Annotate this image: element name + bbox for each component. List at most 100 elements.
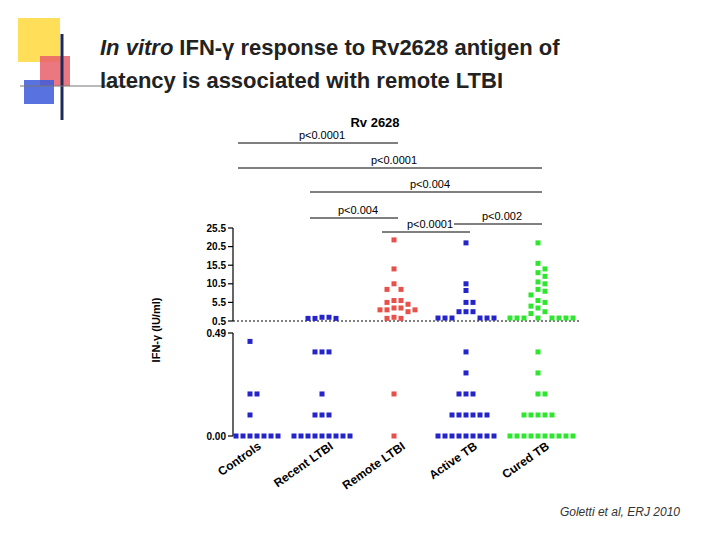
data-point: [406, 302, 411, 307]
data-point: [320, 349, 325, 354]
comparison-bracket: [454, 224, 542, 225]
data-point: [392, 305, 397, 310]
data-point: [392, 237, 397, 242]
data-point: [385, 300, 390, 305]
data-point: [313, 349, 318, 354]
data-point: [392, 391, 397, 396]
y-tick: [228, 302, 233, 303]
data-point: [485, 434, 490, 439]
data-point: [464, 281, 469, 286]
data-point: [313, 412, 318, 417]
slide: In vitroIFN-γ response to Rv2628 antigen…: [0, 0, 720, 540]
data-point: [443, 316, 448, 321]
data-point: [406, 309, 411, 314]
data-point: [457, 391, 462, 396]
data-point: [508, 316, 513, 321]
data-point: [464, 370, 469, 375]
data-point: [436, 316, 441, 321]
data-point: [515, 434, 520, 439]
data-point: [457, 309, 462, 314]
data-point: [536, 287, 541, 292]
comparison-bracket: [238, 143, 398, 144]
data-point: [564, 316, 569, 321]
x-tick-label: Remote LTBI: [340, 439, 408, 492]
y-tick-label: 0.49: [207, 328, 227, 339]
data-point: [385, 307, 390, 312]
data-point: [543, 289, 548, 294]
y-tick: [228, 265, 233, 266]
data-point: [327, 412, 332, 417]
data-point: [543, 391, 548, 396]
data-point: [248, 339, 253, 344]
data-point: [313, 316, 318, 321]
y-tick-label: 0.5: [212, 316, 226, 327]
deco-yellow: [18, 18, 60, 62]
data-point: [255, 434, 260, 439]
data-point: [543, 281, 548, 286]
x-tick-label: Controls: [215, 439, 264, 479]
data-point: [564, 434, 569, 439]
data-point: [292, 434, 297, 439]
data-point: [320, 412, 325, 417]
data-point: [571, 316, 576, 321]
data-point: [450, 434, 455, 439]
x-tick-label: Active TB: [426, 439, 480, 482]
data-point: [515, 316, 520, 321]
data-point: [392, 298, 397, 303]
deco-line: [61, 34, 64, 120]
data-point: [522, 412, 527, 417]
y-tick: [228, 227, 233, 228]
p-value: p<0.002: [482, 210, 522, 222]
x-tick-label: Recent LTBI: [271, 439, 336, 490]
data-point: [399, 298, 404, 303]
chart-title: Rv 2628: [350, 115, 399, 130]
data-point: [536, 261, 541, 266]
data-point: [385, 287, 390, 292]
data-point: [413, 307, 418, 312]
data-point: [248, 434, 253, 439]
y-tick-label: 5.5: [212, 297, 226, 308]
data-point: [471, 434, 476, 439]
data-point: [536, 270, 541, 275]
y-tick-label: 0.00: [207, 431, 227, 442]
y-tick: [228, 283, 233, 284]
data-point: [464, 240, 469, 245]
data-point: [306, 316, 311, 321]
data-point: [529, 311, 534, 316]
data-point: [536, 349, 541, 354]
data-point: [536, 305, 541, 310]
data-point: [471, 391, 476, 396]
data-point: [306, 434, 311, 439]
data-point: [536, 240, 541, 245]
data-point: [399, 287, 404, 292]
y-tick-label: 10.5: [207, 278, 227, 289]
p-value: p<0.004: [338, 204, 378, 216]
y-tick-label: 25.5: [207, 223, 227, 234]
data-point: [536, 316, 541, 321]
data-point: [543, 274, 548, 279]
data-point: [299, 434, 304, 439]
data-point: [536, 298, 541, 303]
citation: Goletti et al, ERJ 2010: [560, 505, 680, 519]
data-point: [276, 434, 281, 439]
data-point: [399, 316, 404, 321]
data-point: [248, 391, 253, 396]
x-tick-label: Cured TB: [499, 439, 552, 482]
data-point: [450, 316, 455, 321]
data-point: [334, 434, 339, 439]
data-point: [522, 434, 527, 439]
data-point: [464, 300, 469, 305]
cutoff-line: [233, 321, 580, 322]
data-point: [557, 316, 562, 321]
data-point: [529, 412, 534, 417]
comparison-bracket: [310, 192, 542, 193]
data-point: [241, 434, 246, 439]
data-point: [485, 412, 490, 417]
p-value: p<0.0001: [299, 129, 345, 141]
data-point: [443, 434, 448, 439]
data-point: [320, 434, 325, 439]
data-point: [508, 434, 513, 439]
data-point: [529, 292, 534, 297]
data-point: [248, 412, 253, 417]
p-value: p<0.0001: [371, 154, 417, 166]
